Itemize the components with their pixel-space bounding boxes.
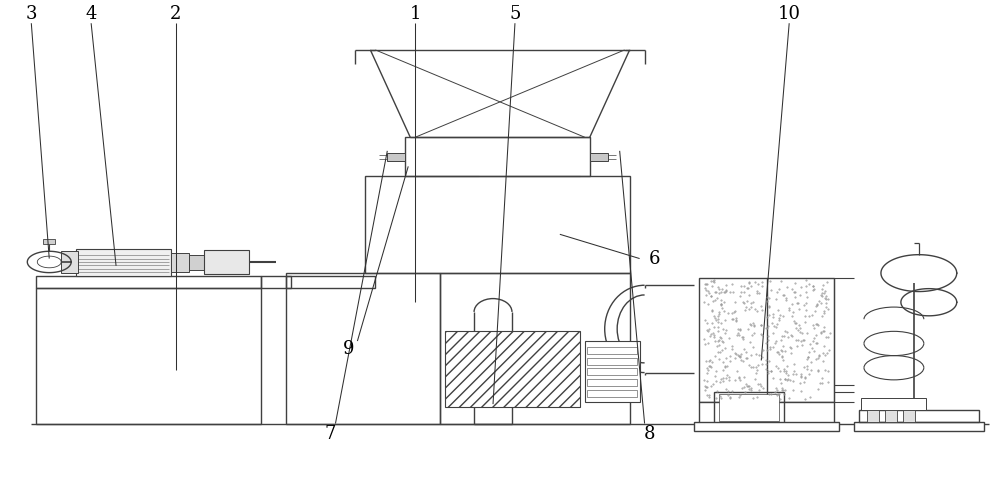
Text: 2: 2 bbox=[170, 4, 182, 22]
Bar bbox=[699, 278, 834, 402]
Bar bbox=[859, 410, 979, 422]
Text: 6: 6 bbox=[649, 249, 660, 267]
Bar bbox=[719, 394, 779, 421]
Bar bbox=[587, 347, 637, 354]
Bar bbox=[445, 331, 580, 407]
Bar bbox=[387, 153, 405, 161]
Bar bbox=[861, 398, 926, 410]
Text: 7: 7 bbox=[325, 425, 336, 443]
Text: 3: 3 bbox=[26, 4, 37, 22]
Text: 10: 10 bbox=[778, 4, 801, 22]
Text: 8: 8 bbox=[644, 425, 655, 443]
Bar bbox=[365, 176, 630, 273]
Text: 9: 9 bbox=[343, 340, 354, 358]
Bar bbox=[405, 137, 590, 176]
Bar bbox=[36, 287, 261, 424]
Bar bbox=[854, 422, 984, 431]
Bar bbox=[587, 358, 637, 365]
Bar bbox=[590, 153, 608, 161]
Bar bbox=[171, 253, 189, 272]
Bar bbox=[286, 276, 375, 287]
Text: 1: 1 bbox=[409, 4, 421, 22]
Bar bbox=[43, 239, 55, 244]
Bar bbox=[204, 250, 249, 274]
Bar bbox=[587, 379, 637, 386]
Bar bbox=[867, 410, 879, 422]
Bar bbox=[699, 402, 834, 424]
Bar bbox=[585, 341, 640, 402]
Bar bbox=[76, 249, 171, 276]
Bar bbox=[61, 251, 78, 273]
Bar bbox=[286, 273, 440, 424]
Bar bbox=[694, 422, 839, 431]
Bar bbox=[587, 368, 637, 375]
Bar bbox=[440, 273, 630, 424]
Bar bbox=[189, 255, 204, 270]
Text: 4: 4 bbox=[85, 4, 97, 22]
Text: 5: 5 bbox=[509, 4, 521, 22]
Bar bbox=[587, 389, 637, 397]
Bar bbox=[261, 276, 291, 287]
Bar bbox=[885, 410, 897, 422]
Bar bbox=[36, 276, 261, 287]
Bar bbox=[714, 392, 784, 424]
Bar bbox=[903, 410, 915, 422]
